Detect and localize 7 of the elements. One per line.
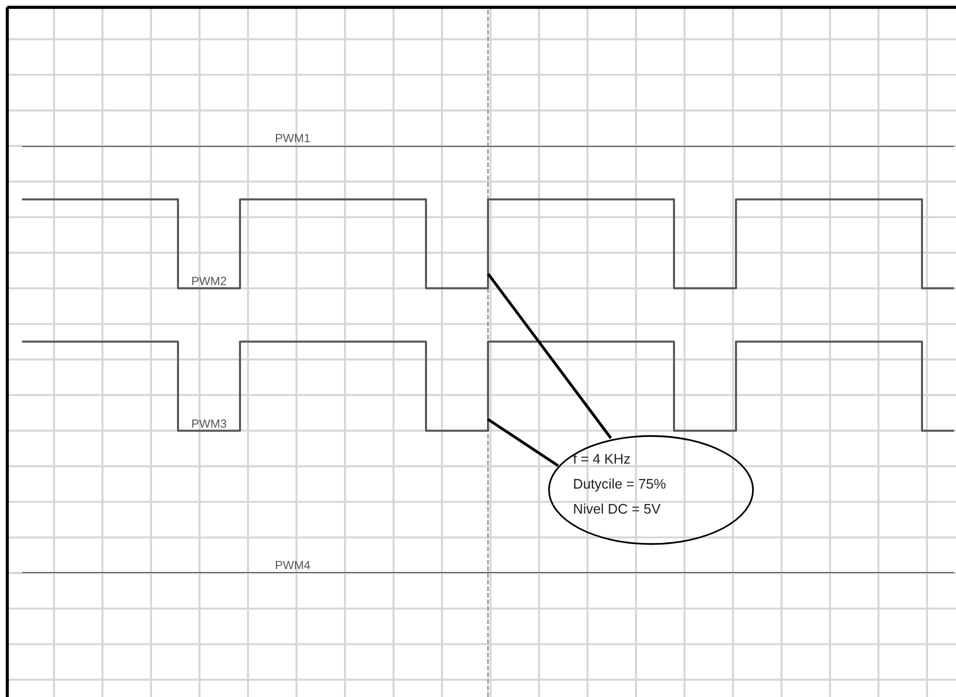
series-label: PWM1 xyxy=(276,134,310,142)
annotation: Nivel DC = 5V xyxy=(574,504,661,514)
series-label: PWM2 xyxy=(192,276,226,286)
annotation: Dutycile = 75% xyxy=(574,478,666,492)
series-label: PWM4 xyxy=(276,561,310,570)
series-label: PWM3 xyxy=(192,419,226,428)
annotation: f = 4 KHz xyxy=(573,454,630,464)
